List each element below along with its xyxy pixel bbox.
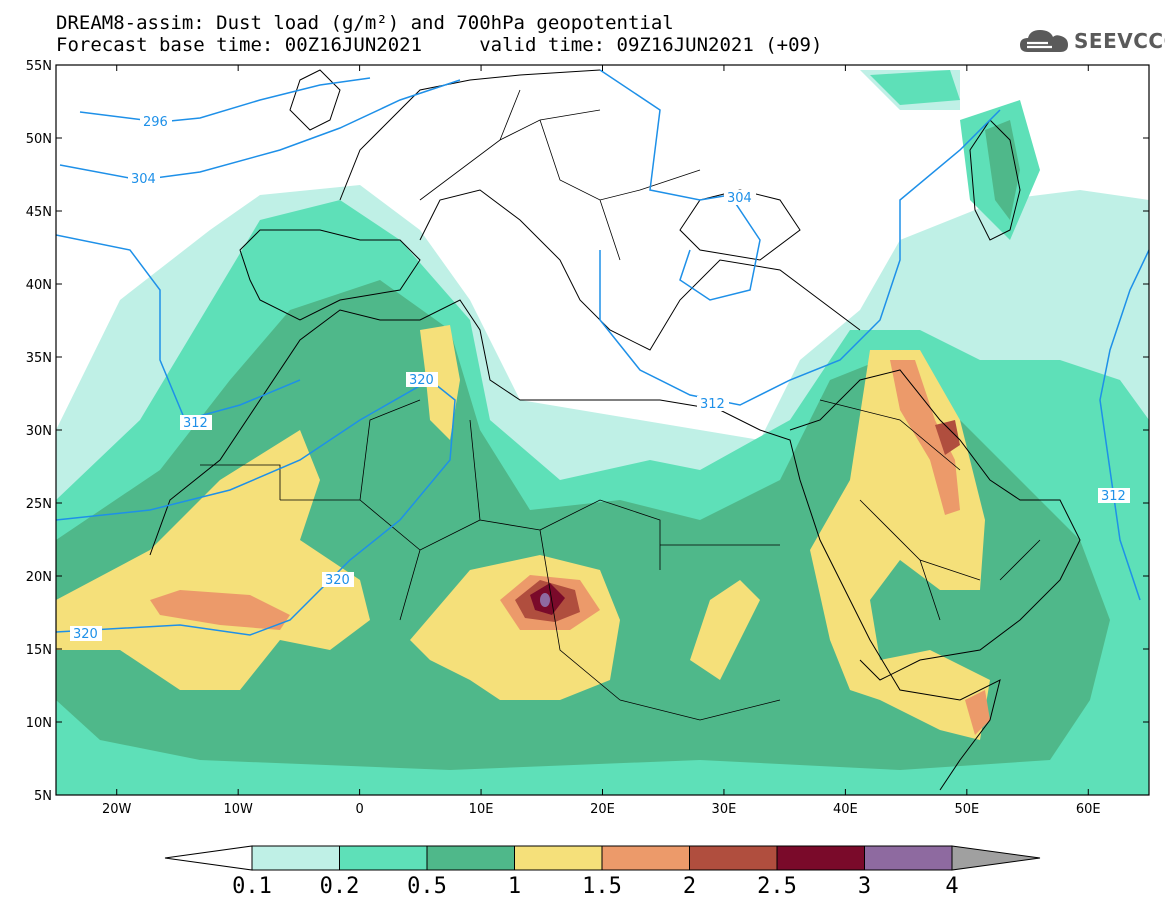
lon-tick-label: 20E (590, 802, 615, 817)
contour-label: 312 (700, 397, 725, 412)
map-subtitle: Forecast base time: 00Z16JUN2021 valid t… (56, 34, 823, 56)
coastlines (149, 69, 1081, 791)
colorbar-label: 0.2 (320, 874, 360, 899)
contour-312-east (599, 109, 1001, 406)
contour-304-east (599, 69, 761, 301)
contour-320-west (56, 379, 456, 636)
colorbar-label: 1 (508, 874, 521, 899)
contour-label: 320 (409, 373, 434, 388)
colorbar-swatch (689, 845, 778, 871)
contour-label: 296 (143, 115, 168, 130)
lon-tick-label: 30E (712, 802, 737, 817)
contour-312-west (56, 234, 301, 421)
colorbar-swatch (601, 845, 690, 871)
lon-tick-label: 10W (223, 802, 253, 817)
geopotential-contours (56, 69, 1149, 636)
dust-shading (56, 70, 1149, 795)
lat-tick-label: 45N (26, 205, 52, 220)
dust-level-3-chad (540, 593, 550, 607)
dust-level-1-5-horn (965, 690, 990, 735)
colorbar-under-triangle (164, 845, 253, 871)
colorbar-swatch (864, 845, 953, 871)
longitude-axis: 20W 10W 0 10E 20E 30E 40E 50E 60E (102, 65, 1101, 817)
cloud-icon (1020, 30, 1068, 52)
colorbar-label: 3 (858, 874, 871, 899)
colorbar-swatch (426, 845, 515, 871)
dust-level-1-5-west (150, 590, 290, 630)
dust-level-2-gulf (935, 420, 960, 455)
contour-label: 312 (183, 416, 208, 431)
lon-tick-label: 60E (1076, 802, 1101, 817)
lat-tick-label: 30N (26, 424, 52, 439)
logo-text: SEEVCCC (1074, 29, 1165, 53)
contour-label: 320 (325, 573, 350, 588)
lat-tick-label: 20N (26, 570, 52, 585)
colorbar-over-triangle (951, 845, 1041, 871)
colorbar-swatch (776, 845, 865, 871)
lon-tick-label: 10E (469, 802, 494, 817)
colorbar-swatch (251, 845, 340, 871)
lon-tick-label: 50E (954, 802, 979, 817)
colorbar-label: 2 (683, 874, 696, 899)
lat-tick-label: 55N (26, 59, 52, 74)
dust-level-1-west (56, 430, 370, 690)
dust-level-1-sudan (690, 580, 760, 680)
country-borders (200, 89, 1041, 721)
map-title: DREAM8-assim: Dust load (g/m²) and 700hP… (56, 12, 674, 34)
contour-label: 312 (1101, 489, 1126, 504)
colorbar-swatch (339, 845, 428, 871)
colorbar: 0.1 0.2 0.5 1 1.5 2 2.5 3 4 (164, 845, 1041, 899)
coastline-africa (149, 299, 1001, 791)
coastline-europe (339, 69, 861, 351)
lat-tick-label: 15N (26, 643, 52, 658)
contour-label: 304 (131, 172, 156, 187)
coastline-arabia (789, 369, 1081, 681)
colorbar-label: 4 (945, 874, 958, 899)
coastline-iberia (239, 229, 421, 321)
lat-tick-label: 40N (26, 278, 52, 293)
contour-label: 304 (727, 191, 752, 206)
border-arabia-lines (819, 399, 1041, 621)
latitude-axis: 55N 50N 45N 40N 35N 30N 25N 20N 15N 10N 5N (26, 59, 1149, 804)
lat-tick-label: 35N (26, 351, 52, 366)
border-europe-lines (419, 89, 701, 261)
dust-level-1-5-gulf (890, 360, 960, 515)
lat-tick-label: 5N (34, 789, 52, 804)
coastline-british-isles (289, 69, 341, 131)
contour-label: 320 (73, 627, 98, 642)
contour-312-far-east (1099, 249, 1149, 601)
seevccc-logo: SEEVCCC (1018, 26, 1165, 56)
colorbar-label: 0.5 (407, 874, 447, 899)
colorbar-label: 1.5 (582, 874, 622, 899)
dust-level-1-atlas (420, 325, 460, 440)
colorbar-label: 2.5 (757, 874, 797, 899)
lon-tick-label: 40E (833, 802, 858, 817)
contour-label-group: 296 304 304 312 312 320 320 320 312 (70, 114, 1130, 642)
lat-tick-label: 10N (26, 716, 52, 731)
colorbar-swatch (514, 845, 603, 871)
border-sahara-lines (200, 399, 781, 721)
coastline-caspian (969, 119, 1021, 241)
lat-tick-label: 50N (26, 132, 52, 147)
lon-tick-label: 0 (355, 802, 363, 817)
lon-tick-label: 20W (102, 802, 132, 817)
lat-tick-label: 25N (26, 497, 52, 512)
colorbar-label: 0.1 (232, 874, 272, 899)
